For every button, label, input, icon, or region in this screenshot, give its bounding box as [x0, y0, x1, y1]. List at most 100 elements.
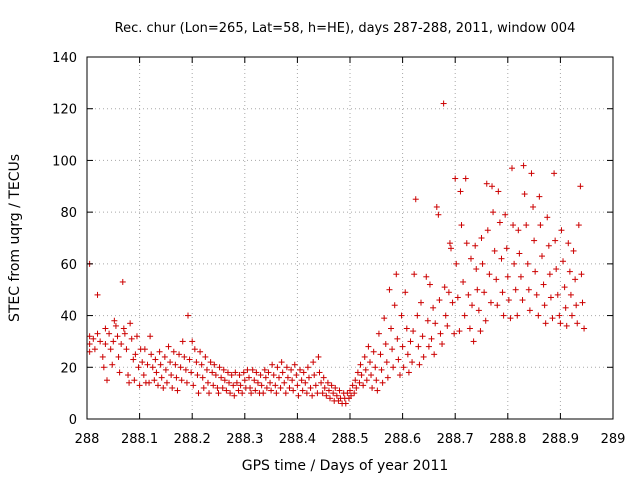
- data-point: [281, 379, 288, 386]
- data-point: [149, 364, 156, 371]
- data-point: [544, 214, 551, 221]
- data-point: [112, 322, 119, 329]
- data-point: [454, 294, 461, 301]
- data-point: [549, 315, 556, 322]
- data-point: [223, 387, 230, 394]
- data-point: [86, 348, 93, 355]
- data-point: [275, 374, 282, 381]
- data-point: [572, 276, 579, 283]
- data-point: [472, 242, 479, 249]
- data-point: [558, 227, 565, 234]
- data-point: [354, 369, 361, 376]
- data-point: [428, 335, 435, 342]
- data-point: [389, 346, 396, 353]
- data-point: [103, 377, 110, 384]
- data-point: [191, 346, 198, 353]
- data-point: [310, 359, 317, 366]
- data-point: [241, 377, 248, 384]
- data-point: [342, 400, 349, 407]
- data-point: [125, 372, 132, 379]
- data-point: [344, 390, 351, 397]
- data-point: [538, 253, 545, 260]
- data-point: [515, 227, 522, 234]
- y-tick-label: 20: [60, 361, 77, 376]
- data-point: [546, 271, 553, 278]
- data-point: [278, 359, 285, 366]
- data-point: [351, 390, 358, 397]
- data-point: [436, 297, 443, 304]
- data-point: [328, 382, 335, 389]
- data-point: [499, 289, 506, 296]
- data-point: [188, 369, 195, 376]
- data-point: [214, 384, 221, 391]
- data-point: [567, 291, 574, 298]
- data-point: [135, 364, 142, 371]
- data-point: [570, 247, 577, 254]
- data-point: [369, 384, 376, 391]
- data-point: [479, 260, 486, 267]
- data-point: [325, 387, 332, 394]
- data-point: [365, 343, 372, 350]
- data-point: [407, 338, 414, 345]
- data-point: [540, 281, 547, 288]
- data-point: [460, 278, 467, 285]
- data-point: [279, 369, 286, 376]
- data-point: [261, 366, 268, 373]
- data-point: [265, 369, 272, 376]
- data-point: [493, 276, 500, 283]
- axis-ticks: [86, 56, 614, 420]
- y-tick-label: 100: [52, 154, 77, 169]
- data-point: [382, 341, 389, 348]
- data-point: [362, 366, 369, 373]
- data-point: [165, 343, 172, 350]
- data-point: [251, 377, 258, 384]
- data-point: [321, 384, 328, 391]
- x-tick-label: 288.4: [279, 432, 316, 447]
- data-point: [390, 364, 397, 371]
- data-point: [467, 255, 474, 262]
- data-point: [494, 302, 501, 309]
- data-point: [502, 211, 509, 218]
- data-point: [128, 335, 135, 342]
- data-point: [330, 390, 337, 397]
- data-point: [283, 364, 290, 371]
- data-point: [484, 227, 491, 234]
- data-point: [204, 379, 211, 386]
- data-point: [290, 387, 297, 394]
- data-point: [289, 377, 296, 384]
- data-point: [523, 222, 530, 229]
- data-point: [227, 390, 234, 397]
- data-point: [291, 361, 298, 368]
- data-point: [200, 384, 207, 391]
- data-point: [284, 374, 291, 381]
- data-point: [509, 165, 516, 172]
- data-point: [324, 379, 331, 386]
- data-point: [236, 372, 243, 379]
- data-point: [231, 392, 238, 399]
- data-point: [356, 379, 363, 386]
- data-point: [177, 364, 184, 371]
- data-point: [531, 237, 538, 244]
- data-point: [258, 382, 265, 389]
- data-point: [537, 222, 544, 229]
- data-point: [315, 353, 322, 360]
- data-point: [360, 382, 367, 389]
- data-point: [560, 258, 567, 265]
- data-point: [254, 379, 261, 386]
- data-point: [86, 341, 93, 348]
- data-point: [496, 219, 503, 226]
- data-point: [240, 369, 247, 376]
- data-point: [410, 328, 417, 335]
- data-point: [425, 343, 432, 350]
- data-point: [462, 175, 469, 182]
- data-point: [370, 348, 377, 355]
- data-point: [378, 366, 385, 373]
- data-point: [547, 294, 554, 301]
- data-point: [386, 286, 393, 293]
- data-point: [366, 359, 373, 366]
- data-point: [388, 325, 395, 332]
- data-point: [319, 390, 326, 397]
- data-point: [536, 193, 543, 200]
- y-tick-labels: 0 20 40 60 80 100 120 140: [52, 51, 77, 428]
- data-point: [533, 291, 540, 298]
